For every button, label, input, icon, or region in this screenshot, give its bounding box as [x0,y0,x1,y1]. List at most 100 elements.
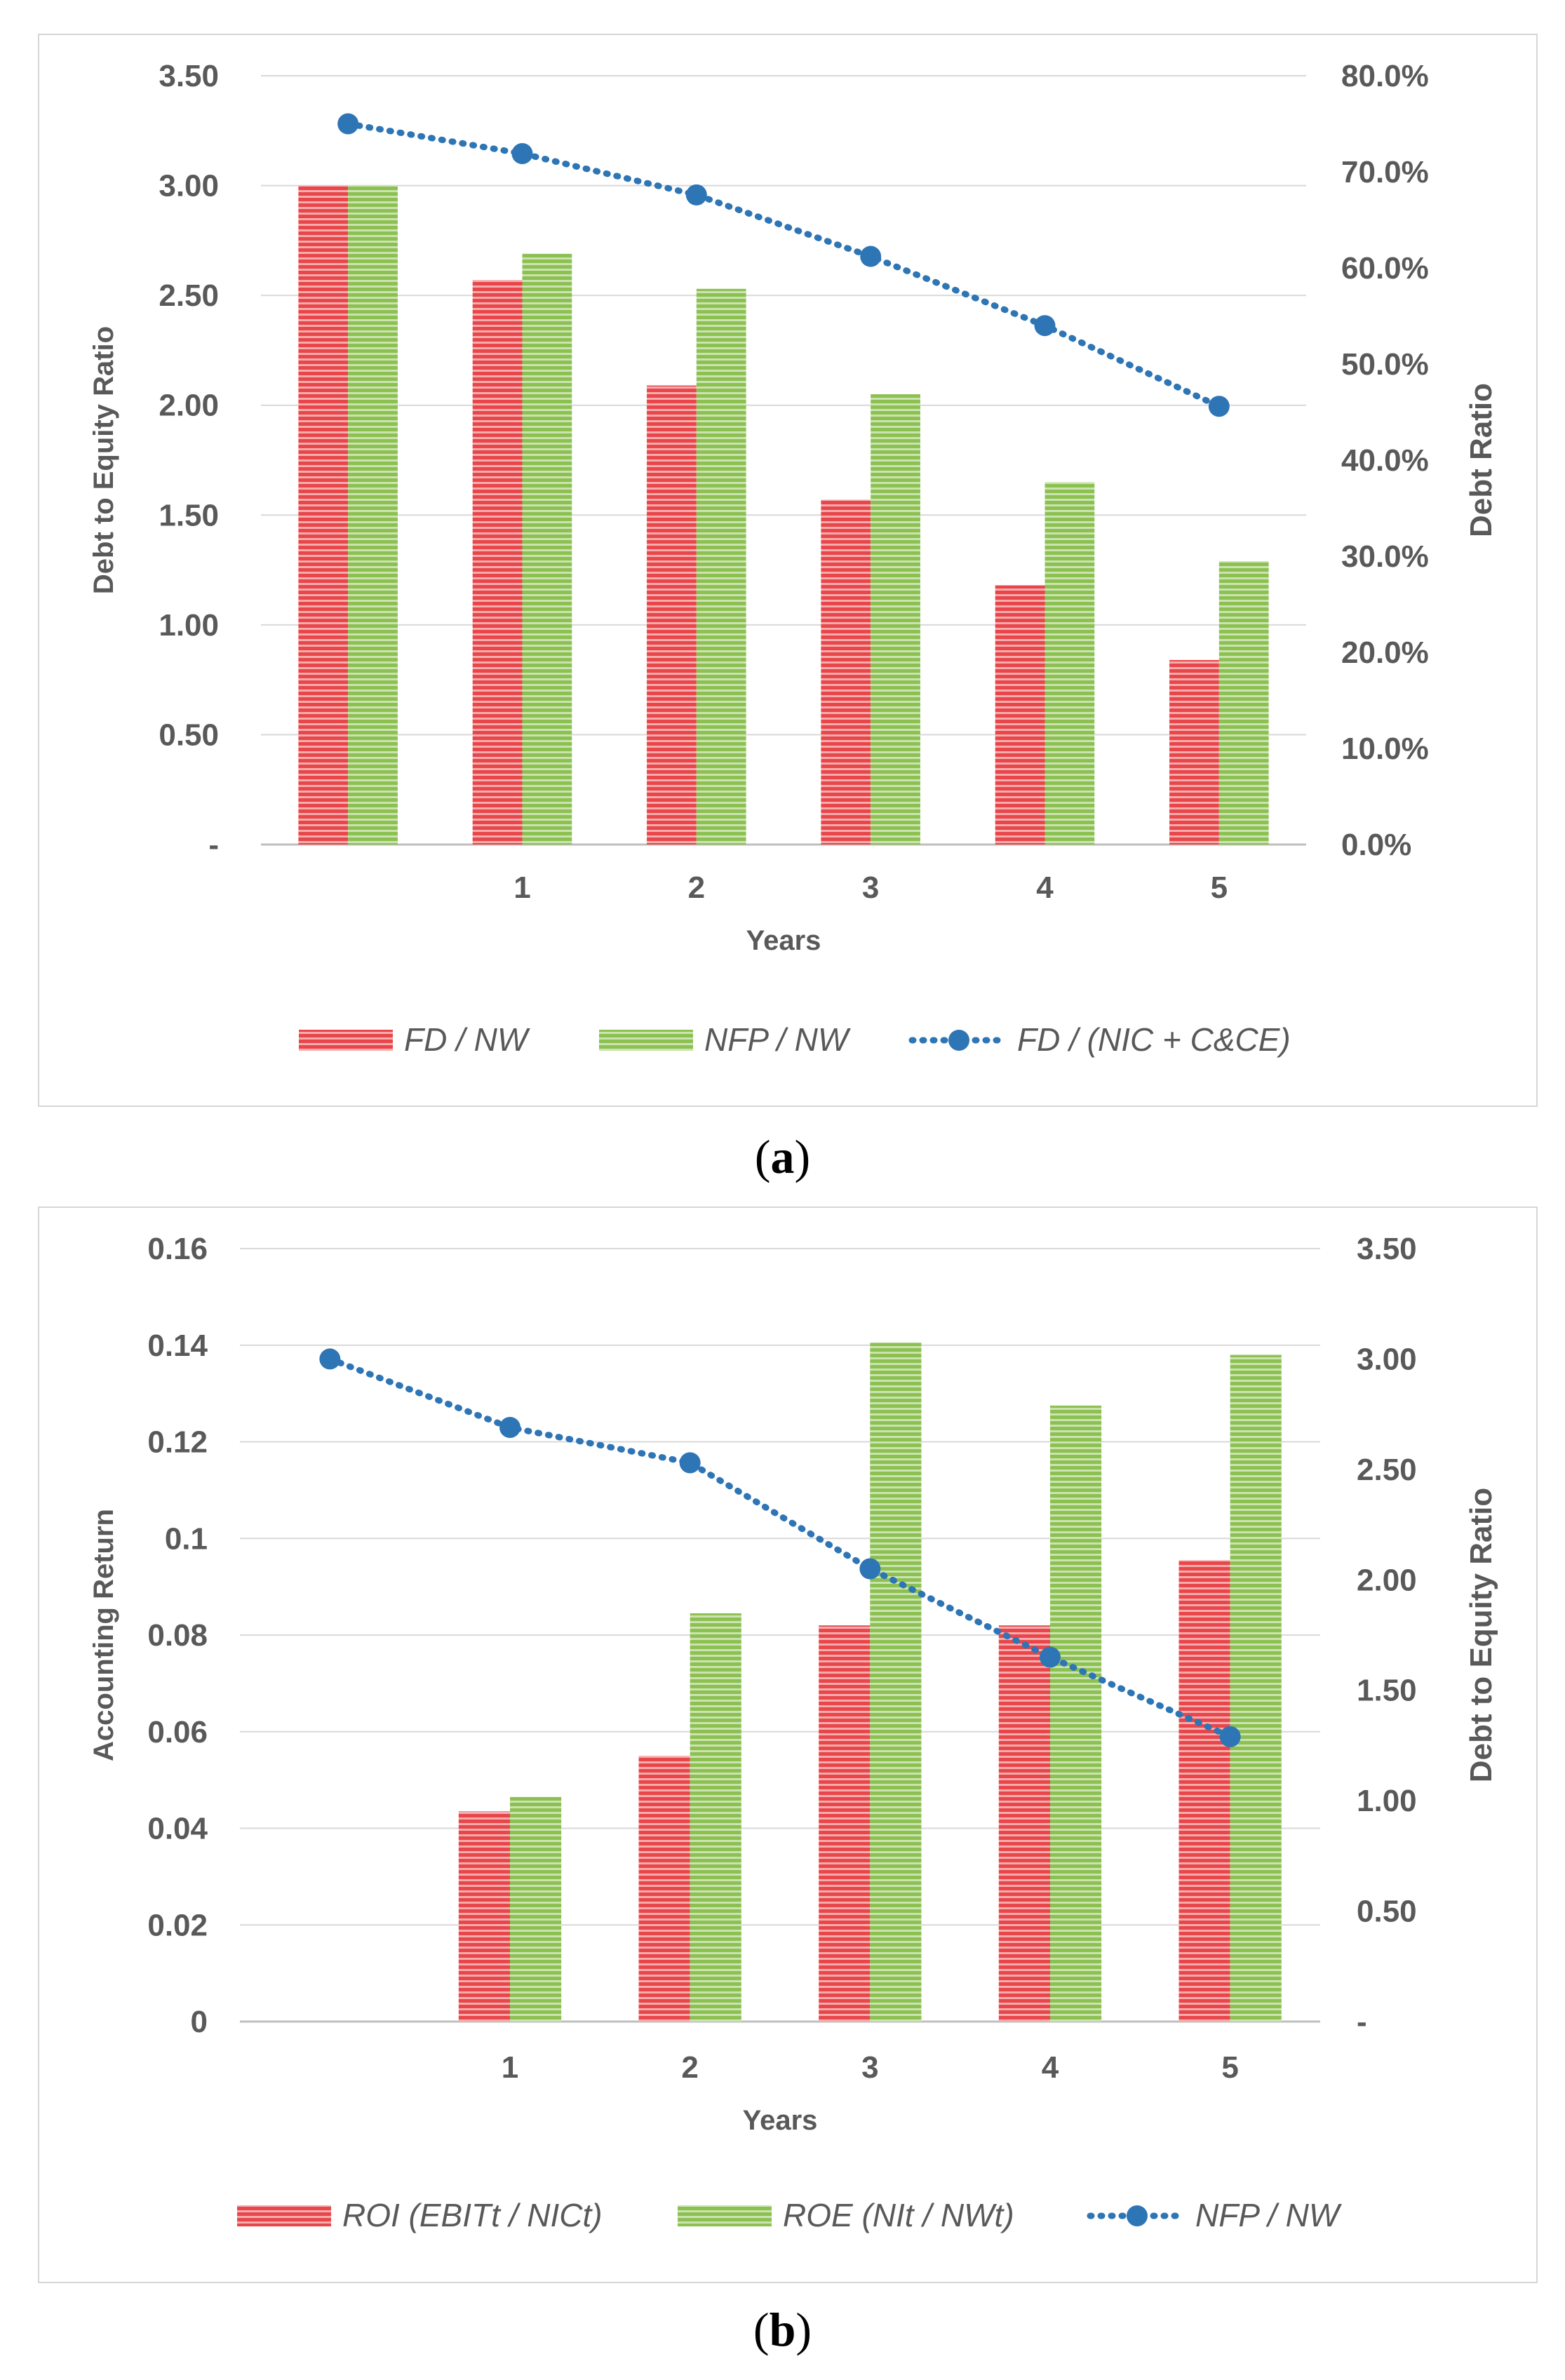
x-tick-label: 2 [681,2050,698,2085]
y-right-tick-label: 1.50 [1357,1674,1417,1708]
y-right-axis-title: Debt to Equity Ratio [1464,1488,1498,1782]
y-tick-label: 0.08 [147,1618,208,1653]
y-right-tick-label: 60.0% [1341,251,1429,285]
series-line [344,121,1223,410]
line-point [859,1558,881,1580]
bar [298,185,349,845]
y-right-tick-label: 0.0% [1341,828,1411,862]
caption-b: (b) [753,2303,812,2356]
legend-label: FD / NW [404,1021,531,1058]
line-point [499,1417,520,1439]
y-tick-label: - [208,828,219,862]
legend-label: NFP / NW [704,1021,852,1058]
bar [348,185,398,845]
chart-panel-b: 0 0.02 0.04 0.06 0.08 0.1 0.12 0.14 0.16 - 0.50 1.0… [38,1206,1538,2283]
series-line [326,1355,1234,1740]
y-right-tick-label: 3.50 [1357,1232,1417,1266]
caption-a: (a) [754,1130,811,1183]
y-right-tick-label: 3.00 [1357,1342,1417,1376]
y-right-tick-label: 30.0% [1341,539,1429,574]
legend-swatch [678,2205,772,2226]
legend-swatch [299,1030,393,1051]
line-point [337,113,359,135]
line-point [1219,1726,1241,1747]
bar [690,1613,741,2022]
y-tick-label: 3.00 [159,169,219,203]
legend-label: NFP / NW [1195,2197,1343,2233]
x-tick-label: 5 [1211,870,1228,905]
y-tick-label: 0.04 [147,1812,208,1846]
y-axis-title: Debt to Equity Ratio [88,326,119,594]
y-right-tick-label: - [1357,2005,1367,2039]
y-tick-label: 2.00 [159,389,219,423]
y-tick-label: 0.16 [147,1232,208,1266]
y-tick-label: 0.50 [159,718,219,752]
chart-a-svg: - 0.50 1.00 1.50 2.00 2.50 3.00 3.50 0.0% 10.0% 20… [88,59,1498,1058]
y-right-tick-label: 40.0% [1341,443,1429,478]
legend-swatch [599,1030,693,1051]
legend-label: FD / (NIC + C&CE) [1017,1021,1291,1058]
bar [458,1811,510,2022]
legend-swatch-point [1127,2205,1148,2226]
y-tick-label: 1.50 [159,498,219,532]
bar [510,1796,562,2022]
bar [522,253,572,845]
y-tick-label: 2.50 [159,278,219,313]
bar [1050,1405,1102,2022]
y-tick-label: 0 [191,2005,208,2039]
line-point [1040,1646,1061,1668]
y-right-tick-label: 1.00 [1357,1784,1417,1818]
x-tick-label: 3 [862,870,879,905]
x-tick-label: 5 [1221,2050,1238,2085]
bar [995,585,1045,845]
legend-label: ROE (NIt / NWt) [783,2197,1014,2233]
chart-b-svg: 0 0.02 0.04 0.06 0.08 0.1 0.12 0.14 0.16 - 0.50 1.0… [88,1232,1498,2233]
bar [1169,659,1219,845]
bar [472,280,523,845]
y-tick-label: 3.50 [159,59,219,93]
bar [871,394,920,845]
legend-label: ROI (EBITt / NICt) [342,2197,603,2233]
bar [696,288,746,845]
y-right-tick-label: 2.50 [1357,1453,1417,1487]
bar [1045,482,1095,845]
bar [870,1343,922,2022]
x-tick-label: 1 [502,2050,518,2085]
line-point [685,184,707,206]
x-axis-title: Years [743,2105,818,2136]
x-tick-label: 4 [1042,2050,1059,2085]
y-right-tick-label: 2.00 [1357,1563,1417,1597]
y-right-axis-title: Debt Ratio [1464,383,1498,537]
y-right-tick-label: 50.0% [1341,347,1429,382]
x-tick-label: 1 [513,870,530,905]
x-tick-label: 2 [688,870,705,905]
legend-swatch [237,2205,331,2226]
x-axis-title: Years [746,925,821,956]
line-point [679,1452,701,1474]
bar [1178,1560,1230,2022]
bar [998,1625,1050,2022]
bar [638,1756,690,2022]
x-tick-label: 4 [1036,870,1054,905]
y-right-tick-label: 0.50 [1357,1895,1417,1929]
y-tick-label: 1.00 [159,608,219,643]
legend-swatch-point [948,1030,969,1051]
y-tick-label: 0.06 [147,1715,208,1749]
y-tick-label: 0.02 [147,1908,208,1942]
caption-a-label: a [770,1130,795,1183]
y-right-tick-label: 10.0% [1341,732,1429,766]
y-tick-label: 0.1 [165,1521,208,1556]
line-point [319,1348,341,1370]
chart-panel-a: - 0.50 1.00 1.50 2.00 2.50 3.00 3.50 0.0% 10.0% 20… [38,34,1538,1107]
x-tick-label: 3 [861,2050,878,2085]
line-point [860,246,882,267]
line-point [1034,315,1056,337]
bar [1218,561,1269,845]
line-point [511,142,533,164]
y-right-tick-label: 80.0% [1341,59,1429,93]
bar [821,499,871,845]
y-right-tick-label: 20.0% [1341,636,1429,670]
y-right-tick-label: 70.0% [1341,155,1429,189]
y-tick-label: 0.12 [147,1425,208,1460]
caption-b-label: b [769,2303,796,2356]
